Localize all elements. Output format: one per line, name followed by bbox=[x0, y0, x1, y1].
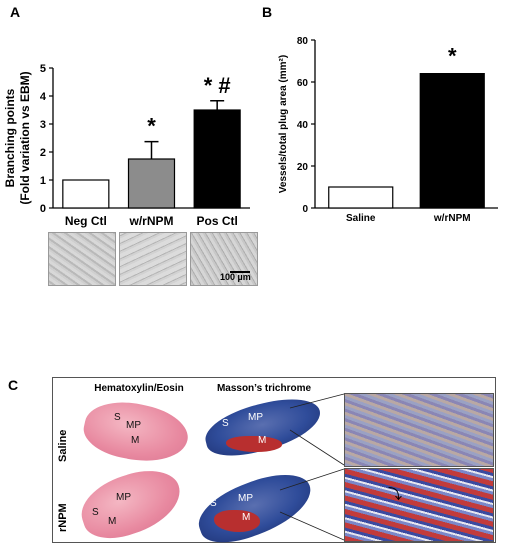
chart-a-y-label-1: Branching points bbox=[3, 88, 17, 187]
chart-a-y-tick-label-1: 1 bbox=[40, 175, 46, 187]
he-rnpm-m: M bbox=[108, 516, 117, 527]
mt-rnpm-m: M bbox=[242, 512, 251, 523]
mt-rnpm-s: S bbox=[210, 498, 217, 509]
micrograph-w-rnpm bbox=[119, 232, 187, 286]
chart-b-bar-0 bbox=[328, 186, 394, 209]
chart-a-annotation-1: * bbox=[147, 114, 156, 139]
mt-saline-m: M bbox=[258, 435, 267, 446]
panel-label-c: C bbox=[8, 377, 19, 393]
he-saline-mp: MP bbox=[126, 420, 141, 431]
chart-b-y-tick-label-3: 60 bbox=[297, 78, 309, 89]
chart-a-annotation-2: * # bbox=[204, 73, 231, 98]
mt-saline-mp: MP bbox=[248, 412, 263, 423]
chart-b: 0 20 40 60 80 Vessels/total plug area (mm²) Sa… bbox=[278, 36, 498, 224]
panel-label-a: A bbox=[10, 4, 21, 20]
he-rnpm-s: S bbox=[92, 507, 99, 518]
mt-rnpm-muscle bbox=[214, 510, 260, 532]
chart-a-y-tick-label-2: 2 bbox=[40, 147, 46, 159]
he-column-title: Hematoxylin/Eosin bbox=[94, 383, 184, 394]
chart-a-y-tick-label-4: 4 bbox=[40, 91, 47, 103]
scalebar-label: 100 µm bbox=[220, 272, 251, 282]
chart-a-bar-0 bbox=[62, 179, 110, 209]
vessel-arrow-icon: ⤵ bbox=[388, 486, 402, 502]
chart-b-y-tick-label-0: 0 bbox=[302, 204, 308, 215]
chart-b-y-label-1: Vessels/total plug area (mm²) bbox=[278, 55, 289, 193]
chart-b-y-tick-label-2: 40 bbox=[297, 120, 309, 131]
chart-a-x-tick-label-0: Neg Ctl bbox=[65, 214, 107, 228]
histology-panel bbox=[52, 377, 496, 543]
mt-saline-s: S bbox=[222, 418, 229, 429]
zoom-inset-rnpm bbox=[344, 468, 494, 542]
chart-b-x-tick-label-0: Saline bbox=[346, 213, 376, 224]
mt-column-title: Masson’s trichrome bbox=[216, 383, 312, 394]
micrograph-pos-ctl bbox=[190, 232, 258, 286]
mt-rnpm-mp: MP bbox=[238, 493, 253, 504]
chart-a-x-tick-label-2: Pos Ctl bbox=[196, 214, 237, 228]
he-saline-s: S bbox=[114, 412, 121, 423]
scalebar-line bbox=[230, 271, 250, 273]
chart-a-y-tick-label-5: 5 bbox=[40, 63, 46, 75]
chart-a-bar-2 bbox=[193, 109, 241, 209]
chart-a-y-label-2: (Fold variation vs EBM) bbox=[18, 71, 32, 204]
chart-a-y-tick-label-3: 3 bbox=[40, 119, 46, 131]
chart-b-y-tick-label-1: 20 bbox=[297, 162, 309, 173]
he-saline-m: M bbox=[131, 435, 140, 446]
chart-b-annotation-1: * bbox=[448, 44, 457, 69]
zoom-inset-saline bbox=[344, 393, 494, 467]
he-rnpm-mp: MP bbox=[116, 492, 131, 503]
chart-b-x-tick-label-1: w/rNPM bbox=[433, 213, 471, 224]
chart-a-x-tick-label-1: w/rNPM bbox=[128, 214, 173, 228]
panel-label-b: B bbox=[262, 4, 273, 20]
micrograph-neg-ctl bbox=[48, 232, 116, 286]
chart-b-y-tick-label-4: 80 bbox=[297, 36, 309, 47]
mt-saline-muscle bbox=[226, 436, 282, 452]
chart-b-bar-1 bbox=[419, 72, 485, 209]
chart-a-y-tick-label-0: 0 bbox=[40, 203, 46, 215]
chart-a: 0 1 2 3 4 5 Branching points (Fold variation vs… bbox=[3, 63, 250, 228]
